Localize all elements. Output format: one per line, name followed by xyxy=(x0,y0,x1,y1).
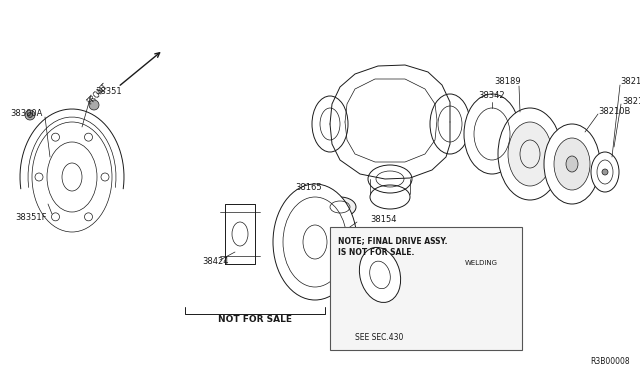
Text: 38342: 38342 xyxy=(479,92,506,100)
Text: NOTE; FINAL DRIVE ASSY.: NOTE; FINAL DRIVE ASSY. xyxy=(338,237,447,246)
Text: R3B00008: R3B00008 xyxy=(590,357,630,366)
Text: 38300A: 38300A xyxy=(10,109,42,119)
Text: 38210A: 38210A xyxy=(620,77,640,87)
Circle shape xyxy=(89,100,99,110)
Text: 38189: 38189 xyxy=(495,77,522,87)
Text: WELDING: WELDING xyxy=(465,260,498,266)
Text: IS NOT FOR SALE.: IS NOT FOR SALE. xyxy=(338,248,414,257)
Text: 38210: 38210 xyxy=(622,97,640,106)
Ellipse shape xyxy=(498,108,562,200)
Text: SEE SEC.430: SEE SEC.430 xyxy=(355,333,403,342)
Circle shape xyxy=(602,169,608,175)
Ellipse shape xyxy=(544,124,600,204)
Ellipse shape xyxy=(273,184,357,300)
Ellipse shape xyxy=(591,152,619,192)
Ellipse shape xyxy=(554,138,590,190)
Circle shape xyxy=(28,112,33,118)
Ellipse shape xyxy=(464,94,520,174)
Text: 38165: 38165 xyxy=(295,183,322,192)
Text: 38210B: 38210B xyxy=(598,108,630,116)
Text: 38351F: 38351F xyxy=(15,212,47,221)
Ellipse shape xyxy=(360,247,401,302)
Text: NOT FOR SALE: NOT FOR SALE xyxy=(218,315,292,324)
Bar xyxy=(330,227,522,350)
Text: 38424: 38424 xyxy=(202,257,228,266)
Text: 38154: 38154 xyxy=(370,215,397,224)
Text: 38351: 38351 xyxy=(95,87,122,96)
Ellipse shape xyxy=(508,122,552,186)
Ellipse shape xyxy=(324,197,356,217)
Ellipse shape xyxy=(566,156,578,172)
Circle shape xyxy=(25,110,35,120)
Text: FRONT: FRONT xyxy=(86,81,110,106)
